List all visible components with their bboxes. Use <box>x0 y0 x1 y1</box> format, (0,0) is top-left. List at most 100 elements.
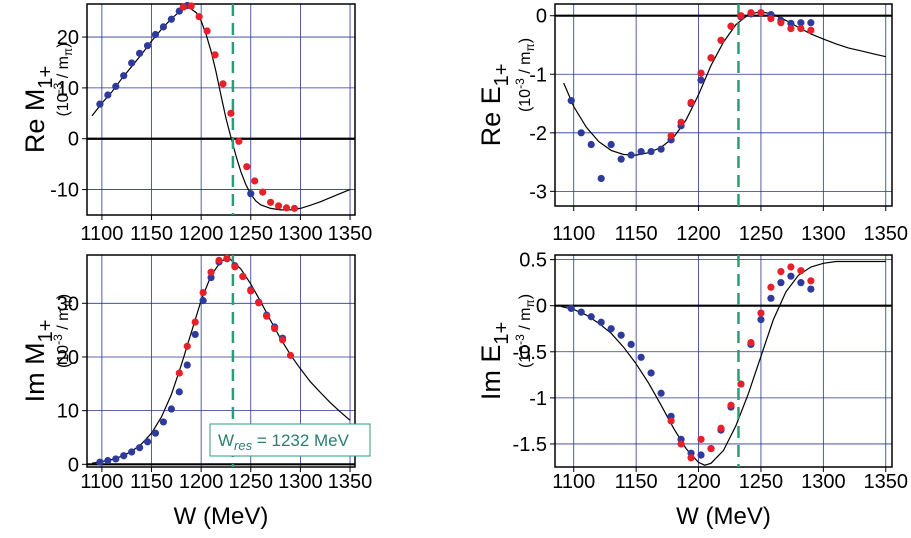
x-tick-label: 1250 <box>229 471 274 493</box>
data-point <box>797 279 805 287</box>
series-red <box>175 254 295 377</box>
x-tick-label: 1100 <box>552 223 595 245</box>
resonance-annotation-box <box>209 423 371 457</box>
data-point <box>267 198 275 206</box>
data-point <box>637 353 645 361</box>
data-point <box>167 15 175 23</box>
data-point <box>207 273 215 282</box>
data-point <box>707 54 715 62</box>
data-point <box>183 342 191 350</box>
data-point <box>777 19 785 27</box>
x-tick-label: 1250 <box>739 471 784 493</box>
y-unit-label: (10-3 / mπ) <box>51 294 75 368</box>
x-tick-label: 1300 <box>801 223 846 245</box>
data-point <box>797 19 805 27</box>
data-point <box>677 440 685 448</box>
data-point <box>191 318 199 326</box>
data-point <box>278 336 287 344</box>
data-point <box>112 82 120 90</box>
grid-lines <box>555 255 892 467</box>
data-point <box>567 97 575 105</box>
data-point <box>577 129 585 137</box>
data-point <box>617 331 625 339</box>
y-axis-label: Im E1+ <box>476 322 513 400</box>
data-point <box>282 204 291 212</box>
y-tick-label: 20 <box>57 27 79 49</box>
series-red <box>667 263 815 462</box>
data-point <box>136 49 144 57</box>
data-point <box>807 19 815 27</box>
data-point <box>737 380 745 388</box>
data-point <box>657 389 665 397</box>
data-point <box>617 155 625 163</box>
y-tick-label: 10 <box>57 78 79 100</box>
data-point <box>247 190 255 198</box>
plot-frame <box>86 3 356 216</box>
data-point <box>199 288 207 297</box>
y-tick-label: -3 <box>529 181 547 203</box>
plot-frame <box>86 254 356 468</box>
series-red <box>667 9 815 140</box>
x-tick-label: 1150 <box>615 223 658 245</box>
data-point <box>112 455 120 463</box>
x-tick-label: 1300 <box>278 223 323 245</box>
x-tick-label: 1200 <box>676 471 721 493</box>
data-point <box>120 452 128 460</box>
data-point <box>637 147 645 156</box>
data-point <box>179 3 187 11</box>
data-point <box>657 145 665 153</box>
data-point <box>587 313 595 321</box>
x-tick-label: 1250 <box>739 223 784 245</box>
data-point <box>717 36 725 44</box>
data-point <box>667 417 675 425</box>
data-point <box>175 369 183 377</box>
data-point <box>243 163 251 171</box>
x-axis-label: W (MeV) <box>676 503 771 530</box>
y-axis-label: Re E1+ <box>476 64 513 147</box>
series-blue <box>567 9 815 183</box>
data-point <box>727 22 735 30</box>
data-point <box>647 369 655 377</box>
data-point <box>175 388 183 396</box>
data-point <box>707 444 715 453</box>
panel-2: 1100 1150 1200 1250 1300 1350 -3 -2 -1 0 Re E1+(10… <box>476 3 908 245</box>
data-point <box>747 9 755 17</box>
data-point <box>104 456 112 465</box>
series-blue <box>567 272 815 459</box>
grid-lines <box>87 4 355 215</box>
data-point <box>128 448 136 456</box>
y-tick-label: 0 <box>68 129 79 151</box>
grid-lines <box>555 4 892 206</box>
data-point <box>219 80 227 88</box>
data-point <box>286 351 295 359</box>
x-tick-label: 1150 <box>615 471 658 493</box>
data-point <box>211 51 219 59</box>
data-point <box>777 279 785 287</box>
y-tick-label: 0 <box>536 6 547 28</box>
data-point <box>247 287 255 295</box>
data-point <box>167 405 175 413</box>
plot-frame <box>554 254 893 468</box>
data-point <box>767 15 775 23</box>
data-point <box>757 309 765 317</box>
x-tick-label: 1100 <box>80 471 123 493</box>
data-point <box>231 263 239 271</box>
data-point <box>777 267 785 276</box>
data-point <box>274 202 283 210</box>
x-tick-label: 1100 <box>552 471 595 493</box>
y-tick-label: -0.5 <box>513 342 547 364</box>
data-point <box>767 283 775 291</box>
data-point <box>271 324 279 333</box>
data-point <box>290 204 299 212</box>
data-point <box>151 30 160 39</box>
series-red <box>179 2 299 212</box>
data-point <box>727 401 735 409</box>
y-tick-label: 0.5 <box>519 250 547 272</box>
data-point <box>239 272 247 281</box>
data-point <box>807 277 815 285</box>
fit-curve <box>563 10 886 156</box>
data-point <box>136 444 144 452</box>
y-axis-label: Re M1+ <box>20 66 57 153</box>
data-point <box>787 24 795 33</box>
data-point <box>697 435 705 443</box>
